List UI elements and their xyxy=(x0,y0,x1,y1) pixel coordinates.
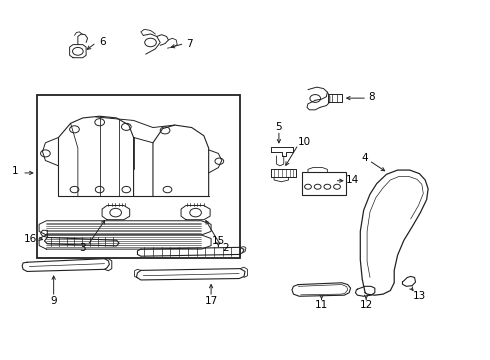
Text: 9: 9 xyxy=(50,296,57,306)
Text: 3: 3 xyxy=(79,243,86,253)
Text: 2: 2 xyxy=(222,243,229,253)
Text: 1: 1 xyxy=(12,166,18,176)
Text: 11: 11 xyxy=(315,301,328,310)
Text: 17: 17 xyxy=(204,296,218,306)
Text: 7: 7 xyxy=(186,39,193,49)
Text: 5: 5 xyxy=(275,122,282,132)
Text: 12: 12 xyxy=(360,301,373,310)
Text: 6: 6 xyxy=(99,37,105,47)
Text: 16: 16 xyxy=(24,234,38,244)
Text: 15: 15 xyxy=(212,236,225,246)
Bar xyxy=(37,95,240,258)
Text: 4: 4 xyxy=(362,153,368,163)
Text: 10: 10 xyxy=(297,137,311,147)
Text: 8: 8 xyxy=(368,93,375,102)
Bar xyxy=(302,172,346,195)
Text: 14: 14 xyxy=(346,175,359,185)
Text: 13: 13 xyxy=(413,291,426,301)
